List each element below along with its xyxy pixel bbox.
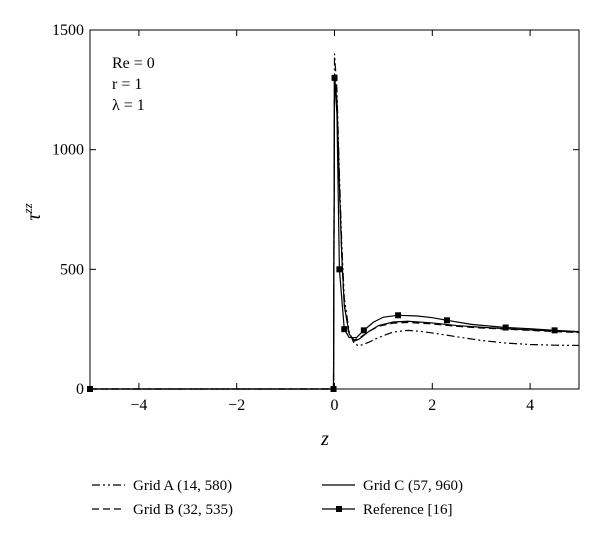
series-marker [87,386,93,392]
y-axis-title: τzz [20,203,45,220]
series-marker [443,317,450,324]
legend-label-grid-a: Grid A (14, 580) [133,478,232,494]
series-line-3 [90,77,580,390]
annotation-re: Re = 0 [112,55,155,72]
y-tick-label: 1500 [52,22,84,39]
annotation-r: r = 1 [112,76,142,93]
series-layer [90,53,580,390]
legend-label-reference: Reference [16] [363,502,453,518]
legend-item-grid-a: Grid A (14, 580) [92,478,232,494]
x-tick-label: 0 [331,397,339,414]
x-axis-title: z [320,428,329,450]
series-marker [341,326,348,333]
markers-layer [87,74,558,392]
series-marker [395,312,402,319]
series-marker [336,266,343,273]
annotation-lambda: λ = 1 [112,97,145,114]
legend-label-grid-c: Grid C (57, 960) [363,478,463,494]
x-tick-label: −4 [130,397,147,414]
axis-ticks: −4 −2 0 2 4 0 500 1000 1500 [52,22,579,414]
y-tick-label: 500 [60,261,84,278]
legend-item-grid-c: Grid C (57, 960) [322,478,463,494]
series-marker [360,327,367,334]
series-marker [330,386,337,392]
series-marker [331,74,338,81]
x-tick-label: −2 [228,397,245,414]
x-tick-label: 4 [526,397,534,414]
legend-item-grid-b: Grid B (32, 535) [92,502,233,518]
legend-marker-reference [336,506,342,512]
legend-label-grid-b: Grid B (32, 535) [133,502,233,518]
series-marker [551,327,558,334]
x-tick-label: 2 [428,397,436,414]
y-tick-label: 1000 [52,142,84,159]
legend-item-reference: Reference [16] [322,502,453,518]
series-marker [502,324,509,331]
y-tick-label: 0 [76,381,84,398]
legend: Grid A (14, 580) Grid B (32, 535) Grid C… [92,478,463,518]
